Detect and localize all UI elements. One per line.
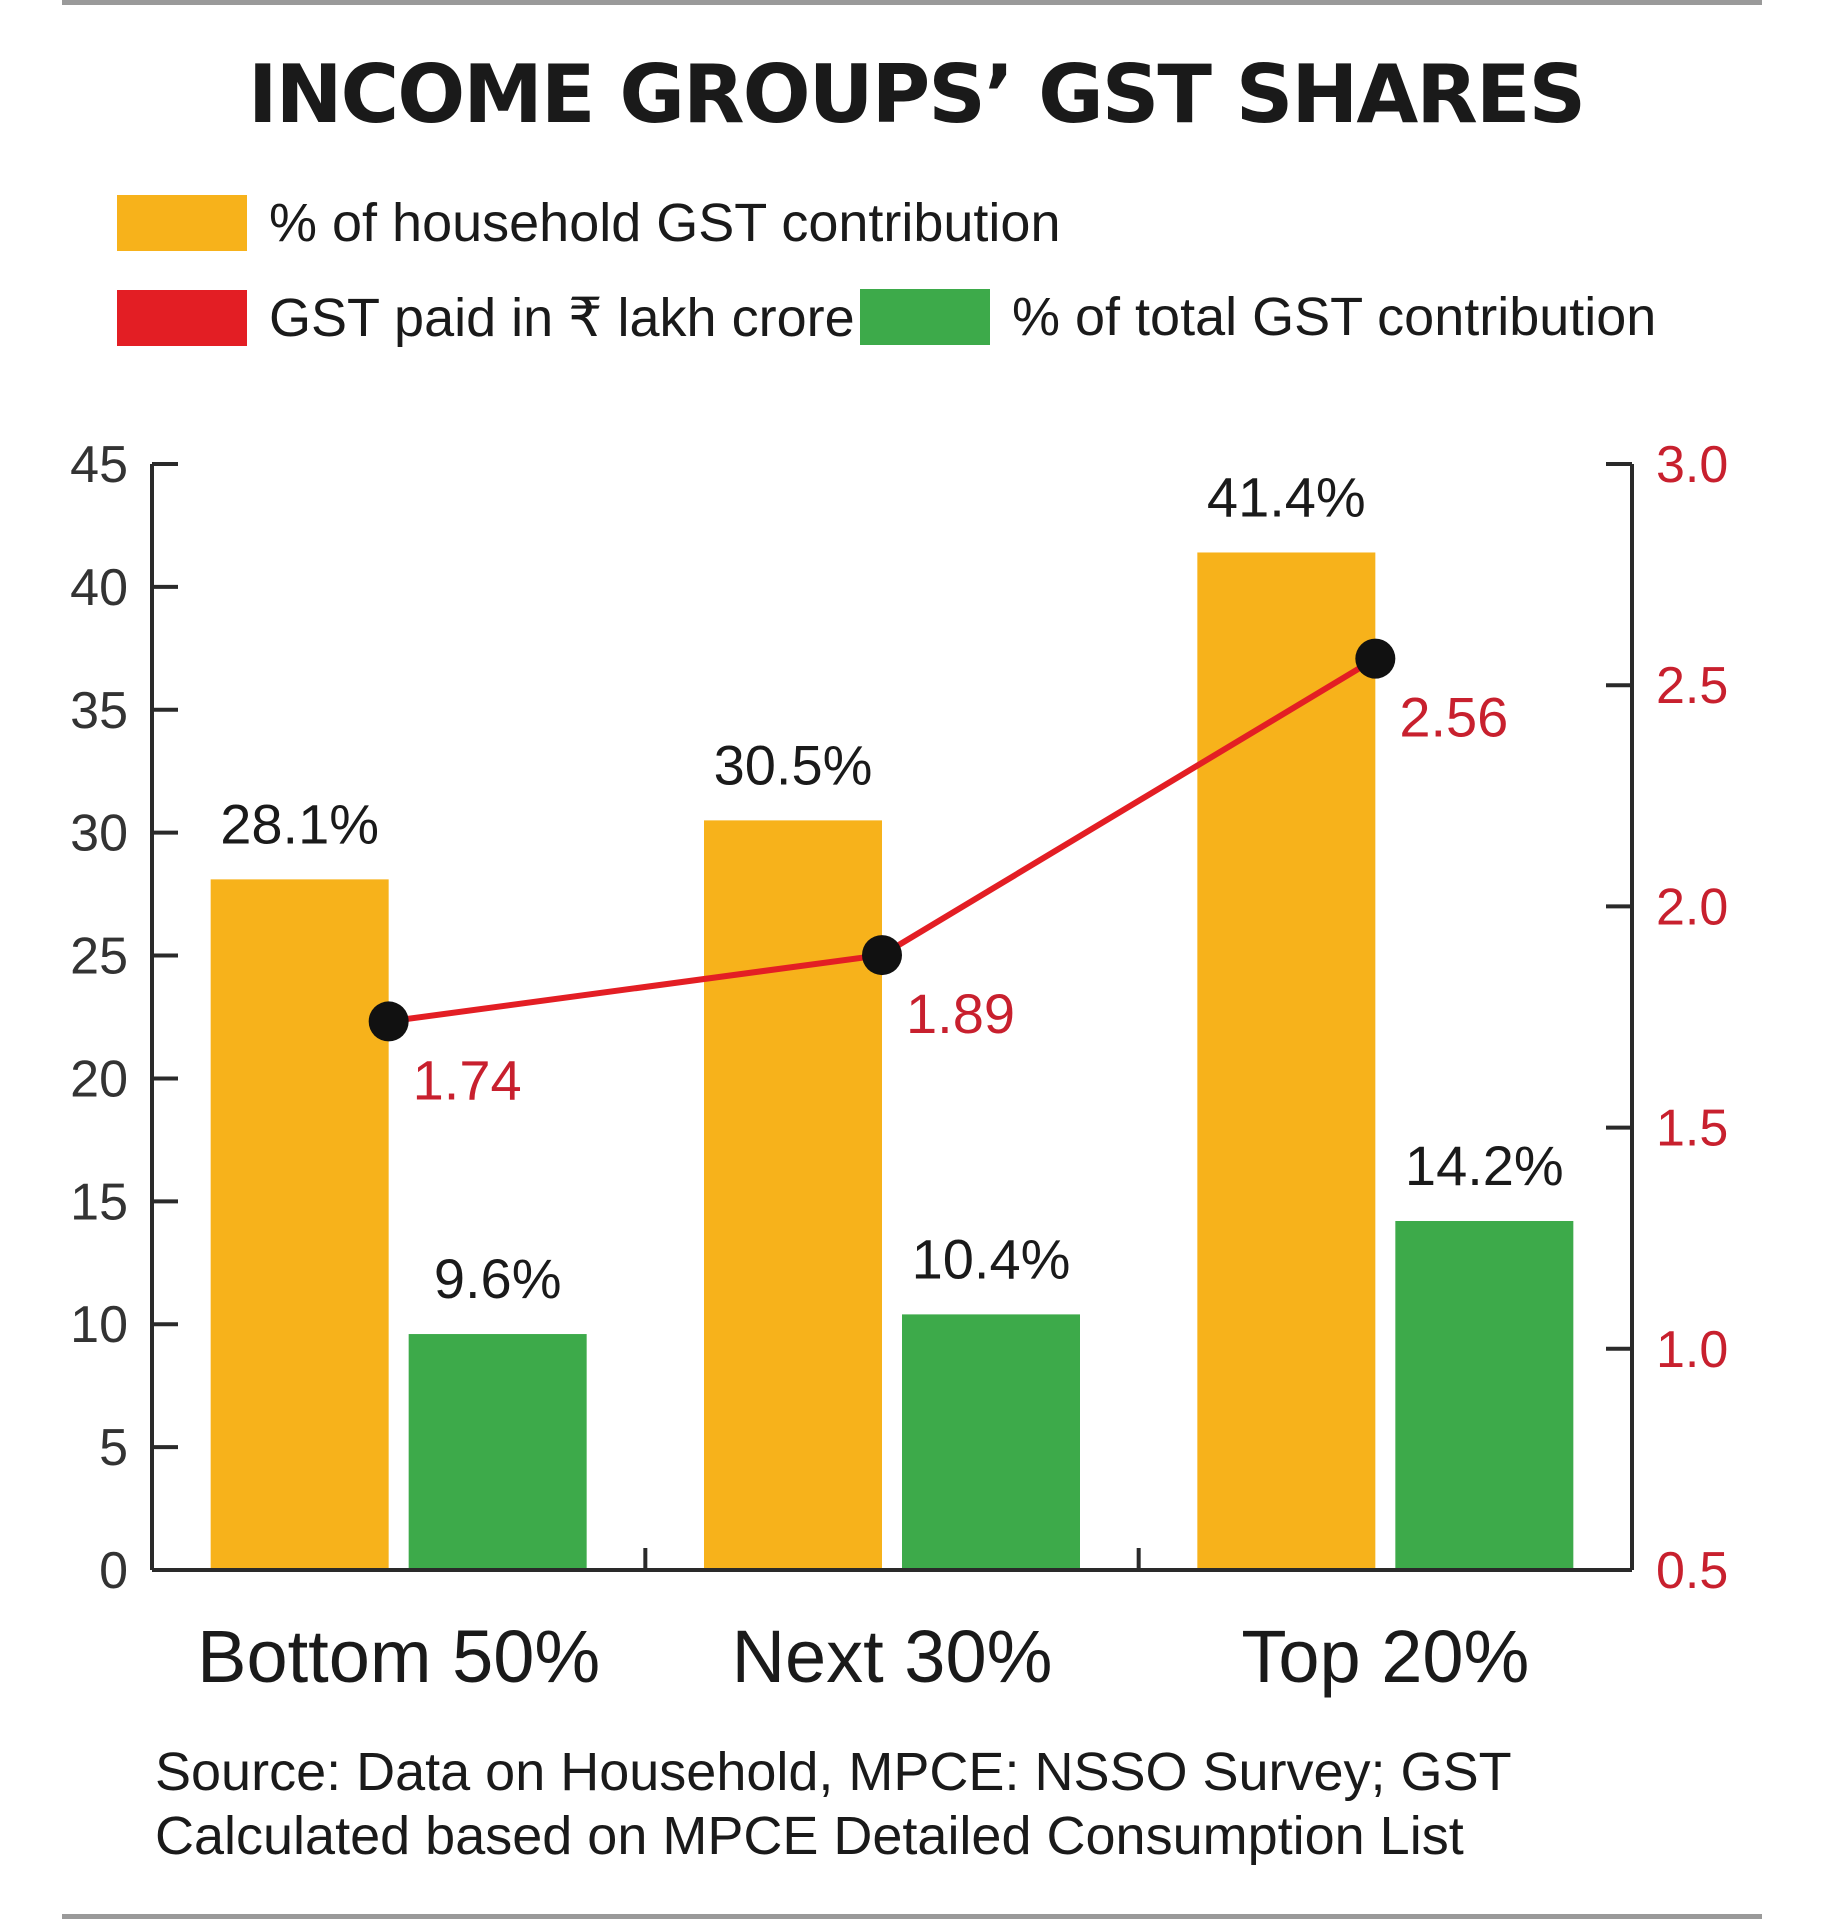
bar-household <box>1197 552 1376 1568</box>
legend-label-total: % of total GST contribution <box>1012 287 1657 347</box>
bar-household <box>210 879 389 1568</box>
right-tick-label: 2.0 <box>1656 878 1728 936</box>
legend-swatch-gst-paid <box>117 289 247 346</box>
right-tick-label: 2.5 <box>1656 657 1728 715</box>
bar-data-label: 14.2% <box>1405 1134 1564 1197</box>
legend-item-total: % of total GST contribution <box>860 286 1656 348</box>
bar-household <box>704 820 882 1568</box>
right-tick-label: 3.0 <box>1656 436 1728 494</box>
gst-paid-point <box>368 1001 409 1042</box>
bar-data-label: 9.6% <box>434 1247 562 1310</box>
gst-paid-point <box>1355 638 1396 679</box>
bar-data-label: 10.4% <box>912 1227 1071 1290</box>
right-tick-label: 1.5 <box>1656 1100 1728 1158</box>
right-tick-label: 1.0 <box>1656 1321 1728 1379</box>
left-tick-label: 40 <box>70 559 128 617</box>
gst-paid-label: 1.74 <box>413 1048 522 1111</box>
left-tick-label: 0 <box>99 1542 128 1600</box>
bar-total <box>902 1314 1080 1568</box>
gst-paid-label: 2.56 <box>1399 686 1508 749</box>
source-note: Source: Data on Household, MPCE: NSSO Su… <box>155 1742 1511 1866</box>
x-category-label: Bottom 50% <box>197 1615 600 1698</box>
left-tick-label: 20 <box>70 1050 128 1108</box>
legend-item-household: % of household GST contribution <box>117 192 1061 254</box>
right-tick-label: 0.5 <box>1656 1542 1728 1600</box>
legend-label-gst-paid: GST paid in ₹ lakh crore <box>269 288 855 348</box>
left-tick-label: 30 <box>70 805 128 863</box>
left-tick-label: 35 <box>70 682 128 740</box>
left-tick-label: 25 <box>70 928 128 986</box>
left-tick-label: 45 <box>70 436 128 494</box>
legend-swatch-total <box>860 289 990 345</box>
bar-data-label: 30.5% <box>714 733 873 796</box>
bar-total <box>408 1334 587 1568</box>
left-tick-label: 10 <box>70 1296 128 1354</box>
gst-paid-label: 1.89 <box>906 982 1015 1045</box>
left-tick-label: 5 <box>99 1419 128 1477</box>
bottom-rule <box>62 1914 1762 1919</box>
chart-plot: 0 5 10 15 20 25 30 35 40 45 0.5 1.0 1.5 2.0 2.5 3.0 28.1… <box>70 436 1728 1698</box>
bar-data-label: 41.4% <box>1207 465 1366 528</box>
legend-swatch-household <box>117 195 247 251</box>
bar-total <box>1395 1220 1574 1568</box>
gst-paid-point <box>862 935 902 976</box>
legend-label-household: % of household GST contribution <box>269 193 1061 253</box>
left-tick-label: 15 <box>70 1173 128 1231</box>
legend-item-gst-paid: GST paid in ₹ lakh crore <box>117 286 855 349</box>
x-category-label: Top 20% <box>1241 1615 1529 1698</box>
chart-title: INCOME GROUPS’ GST SHARES <box>247 48 1586 141</box>
x-category-label: Next 30% <box>732 1615 1053 1698</box>
top-rule <box>62 0 1762 5</box>
bar-data-label: 28.1% <box>220 792 379 855</box>
